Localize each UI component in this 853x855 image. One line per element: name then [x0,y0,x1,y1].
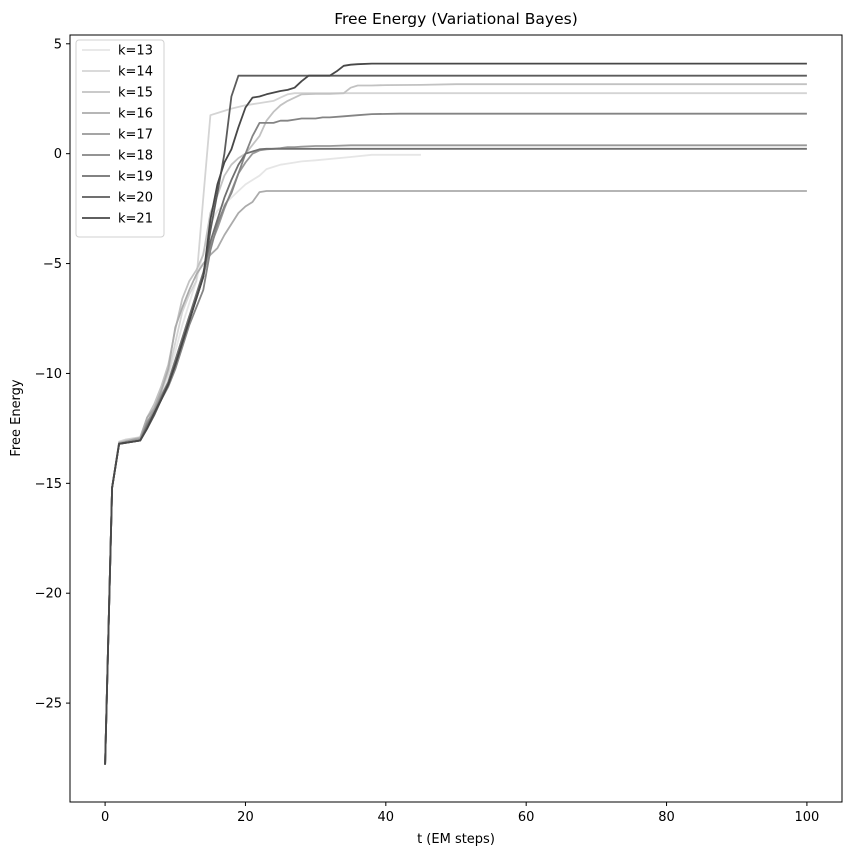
y-axis: 5 0 −5 −10 −15 −20 −25 [35,37,70,712]
y-tick-label: −25 [35,697,62,712]
x-tick-label: 60 [518,810,535,825]
series-line-k-16 [104,190,807,765]
series-line-k-14 [104,92,807,765]
x-tick-label: 80 [658,810,675,825]
y-tick-label: −5 [43,257,62,272]
x-tick-label: 40 [378,810,395,825]
legend-label: k=16 [118,107,153,122]
legend-label: k=15 [118,86,153,101]
x-tick-label: 0 [101,810,109,825]
y-tick-label: 5 [54,37,62,52]
x-tick-label: 100 [794,810,819,825]
legend-label: k=14 [118,65,153,80]
x-tick-label: 20 [237,810,254,825]
y-tick-label: −20 [35,587,62,602]
legend: k=13 k=14 k=15 k=16 k=17 k=18 k=19 k=20 k=21 [75,39,165,238]
x-axis: 0 20 40 60 80 100 [101,802,819,825]
series-layer [104,62,807,765]
chart-title: Free Energy (Variational Bayes) [334,10,578,28]
legend-box [75,39,165,238]
x-axis-label: t (EM steps) [417,832,495,847]
legend-label: k=18 [118,149,153,164]
y-tick-label: −15 [35,477,62,492]
y-tick-label: 0 [54,147,62,162]
series-line-k-21 [104,62,807,765]
legend-label: k=21 [118,212,153,227]
legend-label: k=17 [118,128,153,143]
plot-frame [69,34,843,803]
y-axis-label: Free Energy [9,379,24,457]
legend-label: k=19 [118,170,153,185]
legend-label: k=13 [118,44,153,59]
y-tick-label: −10 [35,367,62,382]
legend-label: k=20 [118,191,153,206]
